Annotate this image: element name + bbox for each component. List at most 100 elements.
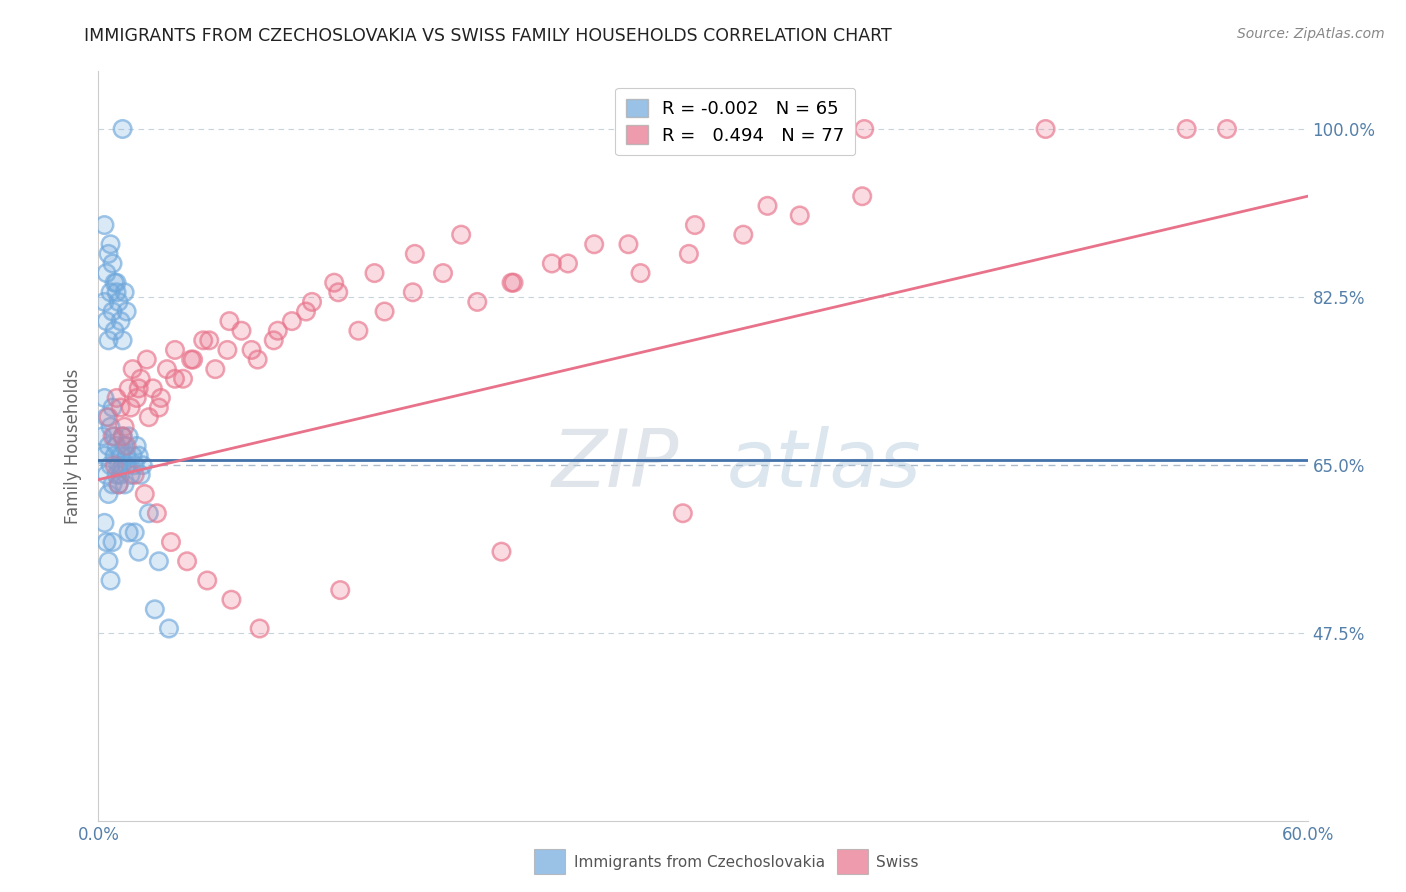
Point	[100, 285, 122, 300]
Point	[263, 334, 285, 348]
Point	[115, 449, 138, 463]
Point	[110, 314, 132, 328]
Point	[217, 343, 239, 357]
Point	[301, 294, 323, 309]
Point	[540, 256, 562, 270]
Point	[115, 449, 138, 463]
Point	[1035, 122, 1057, 136]
Point	[267, 324, 290, 338]
Point	[111, 429, 134, 443]
Point	[163, 343, 186, 357]
Point	[491, 544, 513, 558]
Text: Swiss: Swiss	[876, 855, 918, 870]
Point	[101, 401, 124, 415]
Point	[240, 343, 263, 357]
Point	[195, 574, 218, 588]
Point	[96, 535, 118, 549]
Point	[617, 237, 640, 252]
Point	[176, 554, 198, 568]
Point	[149, 391, 172, 405]
Point	[93, 391, 115, 405]
Point	[128, 449, 150, 463]
Point	[115, 458, 138, 473]
Point	[114, 285, 136, 300]
Point	[853, 122, 876, 136]
Point	[115, 439, 138, 453]
Point	[107, 477, 129, 491]
Point	[100, 458, 122, 473]
Point	[281, 314, 304, 328]
Point	[557, 256, 579, 270]
Point	[124, 467, 146, 482]
Point	[1175, 122, 1198, 136]
Point	[110, 314, 132, 328]
Point	[128, 381, 150, 395]
Point	[402, 285, 425, 300]
Point	[96, 266, 118, 280]
Point	[328, 285, 350, 300]
Point	[180, 352, 202, 367]
Point	[163, 372, 186, 386]
Point	[97, 247, 120, 261]
Point	[114, 439, 136, 453]
Point	[103, 324, 125, 338]
Point	[128, 449, 150, 463]
Point	[124, 525, 146, 540]
Point	[101, 429, 124, 443]
Point	[107, 458, 129, 473]
Point	[263, 334, 285, 348]
Point	[103, 458, 125, 473]
Point	[101, 304, 124, 318]
Point	[107, 477, 129, 491]
Point	[157, 622, 180, 636]
Point	[114, 419, 136, 434]
Point	[96, 410, 118, 425]
Point	[114, 477, 136, 491]
Y-axis label: Family Households: Family Households	[65, 368, 83, 524]
Point	[163, 372, 186, 386]
Point	[111, 122, 134, 136]
Point	[97, 410, 120, 425]
Point	[465, 294, 488, 309]
Point	[115, 439, 138, 453]
Point	[97, 554, 120, 568]
Point	[432, 266, 454, 280]
Point	[193, 334, 215, 348]
Point	[110, 401, 132, 415]
Point	[118, 381, 141, 395]
Point	[1175, 122, 1198, 136]
Point	[404, 247, 426, 261]
Point	[129, 467, 152, 482]
Point	[97, 247, 120, 261]
Point	[134, 487, 156, 501]
Point	[491, 544, 513, 558]
Point	[146, 506, 169, 520]
Point	[93, 218, 115, 232]
Point	[101, 535, 124, 549]
Point	[204, 362, 226, 376]
Point	[107, 477, 129, 491]
Point	[121, 362, 143, 376]
Point	[135, 352, 157, 367]
Point	[114, 439, 136, 453]
Point	[148, 401, 170, 415]
Point	[138, 410, 160, 425]
Point	[97, 439, 120, 453]
Point	[118, 429, 141, 443]
Point	[93, 294, 115, 309]
Point	[789, 209, 811, 223]
Point	[683, 218, 706, 232]
Point	[142, 381, 165, 395]
Point	[105, 391, 128, 405]
Point	[100, 458, 122, 473]
Point	[678, 247, 700, 261]
Point	[363, 266, 385, 280]
Point	[135, 352, 157, 367]
Point	[142, 381, 165, 395]
Point	[502, 276, 524, 290]
Point	[105, 467, 128, 482]
Point	[181, 352, 204, 367]
Point	[105, 276, 128, 290]
Point	[450, 227, 472, 242]
Point	[128, 544, 150, 558]
